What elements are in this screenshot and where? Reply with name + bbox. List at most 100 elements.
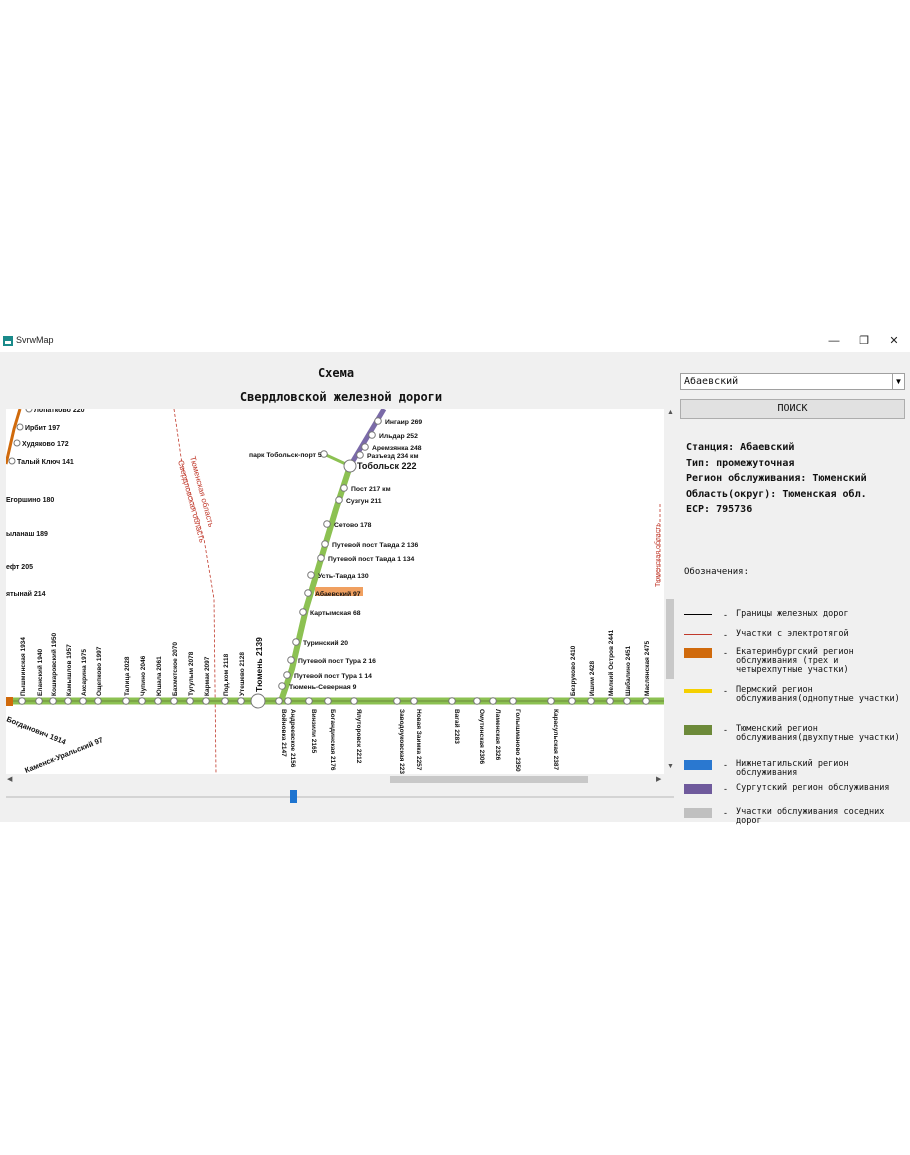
- main-station-marker[interactable]: [623, 697, 631, 705]
- main-station-marker[interactable]: [642, 697, 650, 705]
- left-station-marker[interactable]: [8, 457, 16, 465]
- branch-station-marker[interactable]: [317, 554, 325, 562]
- legend-label: Участки обслуживания соседних дорог: [736, 807, 885, 826]
- scroll-up-arrow[interactable]: ▲: [667, 409, 674, 416]
- main-station-marker[interactable]: [410, 697, 418, 705]
- branch-station-marker[interactable]: [361, 443, 369, 451]
- main-station-label: Аксарина 1975: [81, 649, 88, 696]
- zoom-slider-thumb[interactable]: [290, 790, 297, 803]
- main-station-marker[interactable]: [49, 697, 57, 705]
- chevron-down-icon[interactable]: ▼: [892, 374, 904, 389]
- station-combobox[interactable]: Абаевский ▼: [680, 373, 905, 390]
- main-station-marker[interactable]: [154, 697, 162, 705]
- branch-station-marker[interactable]: [299, 608, 307, 616]
- legend-label: Сургутский регион обслуживания: [736, 783, 890, 793]
- branch-station-marker[interactable]: [340, 484, 348, 492]
- legend-swatch: [684, 760, 712, 770]
- branch-station-marker[interactable]: [321, 540, 329, 548]
- main-station-label: Под.ком 2118: [223, 653, 230, 696]
- search-button[interactable]: ПОИСК: [680, 399, 905, 419]
- left-station-marker[interactable]: [16, 423, 24, 431]
- branch-station-marker[interactable]: [356, 451, 364, 459]
- tyumen-hub-label: Тюмень 2139: [254, 637, 264, 692]
- close-button[interactable]: ✕: [889, 335, 899, 347]
- main-station-label: Ламенская 2326: [494, 709, 501, 761]
- branch-station-marker[interactable]: [335, 496, 343, 504]
- railway-map[interactable]: Тюменская область Свердловская область Т…: [6, 409, 664, 774]
- branch-station-marker[interactable]: [278, 682, 286, 690]
- map-horizontal-scrollbar[interactable]: ◀ ▶: [6, 774, 664, 785]
- restore-button[interactable]: ❐: [859, 335, 869, 347]
- map-vertical-scrollbar[interactable]: ▲ ▼: [664, 409, 676, 785]
- legend-dash: -: [724, 725, 727, 735]
- main-station-label: Кармак 2097: [204, 656, 211, 696]
- branch-station-label: Путевой пост Тура 1 14: [294, 672, 372, 680]
- main-station-marker[interactable]: [79, 697, 87, 705]
- main-station-marker[interactable]: [170, 697, 178, 705]
- main-station-label: Утешево 2128: [239, 652, 246, 696]
- main-station-label: Кошкаровский 1950: [50, 632, 58, 696]
- branch-station-marker[interactable]: [292, 638, 300, 646]
- main-station-marker[interactable]: [202, 697, 210, 705]
- main-station-marker[interactable]: [509, 697, 517, 705]
- left-station-marker[interactable]: [25, 409, 33, 413]
- scroll-right-arrow[interactable]: ▶: [656, 776, 662, 783]
- branch-station-marker[interactable]: [304, 589, 312, 597]
- branch-station-marker[interactable]: [323, 520, 331, 528]
- main-station-marker[interactable]: [94, 697, 102, 705]
- main-station-label: Андреевское 2156: [289, 709, 296, 768]
- branch-station-marker[interactable]: [307, 571, 315, 579]
- main-station-marker[interactable]: [324, 697, 332, 705]
- main-station-marker[interactable]: [568, 697, 576, 705]
- branch-station-marker[interactable]: [320, 450, 328, 458]
- horizontal-scroll-thumb[interactable]: [390, 776, 588, 783]
- legend-dash: -: [724, 630, 727, 640]
- main-station-marker[interactable]: [221, 697, 229, 705]
- legend-label: Нижнетагильский регион обслуживания: [736, 759, 849, 778]
- branch-station-marker[interactable]: [287, 656, 295, 664]
- main-station-marker[interactable]: [587, 697, 595, 705]
- left-station-marker[interactable]: [13, 439, 21, 447]
- main-station-marker[interactable]: [606, 697, 614, 705]
- main-station-marker[interactable]: [393, 697, 401, 705]
- legend-swatch: [684, 614, 712, 615]
- main-station-marker[interactable]: [350, 697, 358, 705]
- main-station-marker[interactable]: [64, 697, 72, 705]
- branch-station-label: Ильдар 252: [379, 433, 418, 440]
- main-station-marker[interactable]: [122, 697, 130, 705]
- main-station-label: Еланский 1940: [36, 648, 44, 696]
- main-station-marker[interactable]: [275, 697, 283, 705]
- main-station-marker[interactable]: [448, 697, 456, 705]
- main-station-label: Пышминская 1934: [20, 637, 27, 696]
- main-station-marker[interactable]: [547, 697, 555, 705]
- branch-station-marker[interactable]: [343, 459, 357, 473]
- main-station-marker[interactable]: [284, 697, 292, 705]
- legend-label: Тюменский регион обслуживания(двухпутные…: [736, 724, 900, 743]
- railway-map-canvas[interactable]: Тюменская область Свердловская область Т…: [6, 409, 664, 774]
- scroll-down-arrow[interactable]: ▼: [667, 763, 674, 770]
- main-station-marker[interactable]: [18, 697, 26, 705]
- left-station-label: Талый Ключ 141: [17, 458, 74, 466]
- main-station-marker[interactable]: [35, 697, 43, 705]
- branch-station-marker[interactable]: [283, 671, 291, 679]
- station-combobox-value[interactable]: Абаевский: [684, 376, 739, 387]
- left-station-label: Ирбит 197: [25, 424, 60, 432]
- minimize-button[interactable]: —: [828, 335, 840, 347]
- main-station-marker[interactable]: [138, 697, 146, 705]
- scroll-left-arrow[interactable]: ◀: [7, 776, 13, 783]
- zoom-slider-track[interactable]: [6, 796, 674, 798]
- app-icon: [3, 336, 13, 346]
- branch-station-marker[interactable]: [368, 431, 376, 439]
- branch-station-marker[interactable]: [374, 417, 382, 425]
- legend-swatch: [684, 634, 712, 635]
- legend-swatch: [684, 689, 712, 693]
- legend-label: Екатеринбургский регион обслуживания (тр…: [736, 647, 854, 675]
- main-station-marker[interactable]: [473, 697, 481, 705]
- main-station-marker[interactable]: [489, 697, 497, 705]
- main-station-marker[interactable]: [186, 697, 194, 705]
- tyumen-hub-marker[interactable]: [250, 693, 266, 709]
- legend-dash: -: [724, 686, 727, 696]
- main-station-marker[interactable]: [237, 697, 245, 705]
- main-station-marker[interactable]: [305, 697, 313, 705]
- vertical-scroll-thumb[interactable]: [666, 599, 674, 679]
